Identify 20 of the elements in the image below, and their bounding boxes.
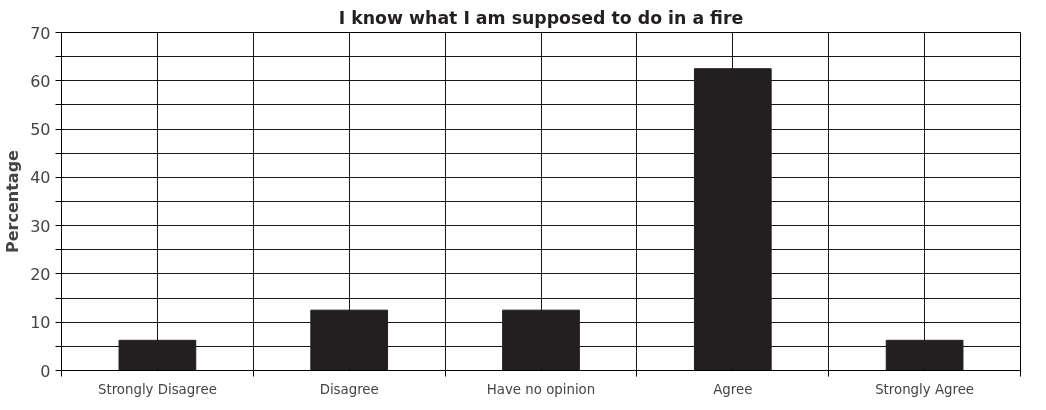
bar [885,339,964,371]
y-tick-label: 50 [30,120,51,140]
y-tick-label: 60 [30,71,51,91]
bar [118,339,197,371]
x-tick-label: Agree [713,381,753,397]
x-tick-label: Strongly Agree [875,381,975,397]
bar [502,309,580,371]
y-tick-label: 20 [30,264,51,284]
y-tick-label: 10 [30,313,51,333]
bar [310,309,389,371]
x-tick-label: Strongly Disagree [97,381,217,397]
x-tick-label: Disagree [319,381,379,397]
bar [693,68,772,371]
y-tick-label: 70 [30,23,51,43]
y-tick-label: 0 [40,361,51,381]
y-axis-title: Percentage [3,149,23,253]
y-tick-label: 30 [30,216,51,236]
y-tick-label: 40 [30,168,51,188]
chart-title: I know what I am supposed to do in a fire [338,7,744,28]
x-tick-label: Have no opinion [486,381,596,397]
